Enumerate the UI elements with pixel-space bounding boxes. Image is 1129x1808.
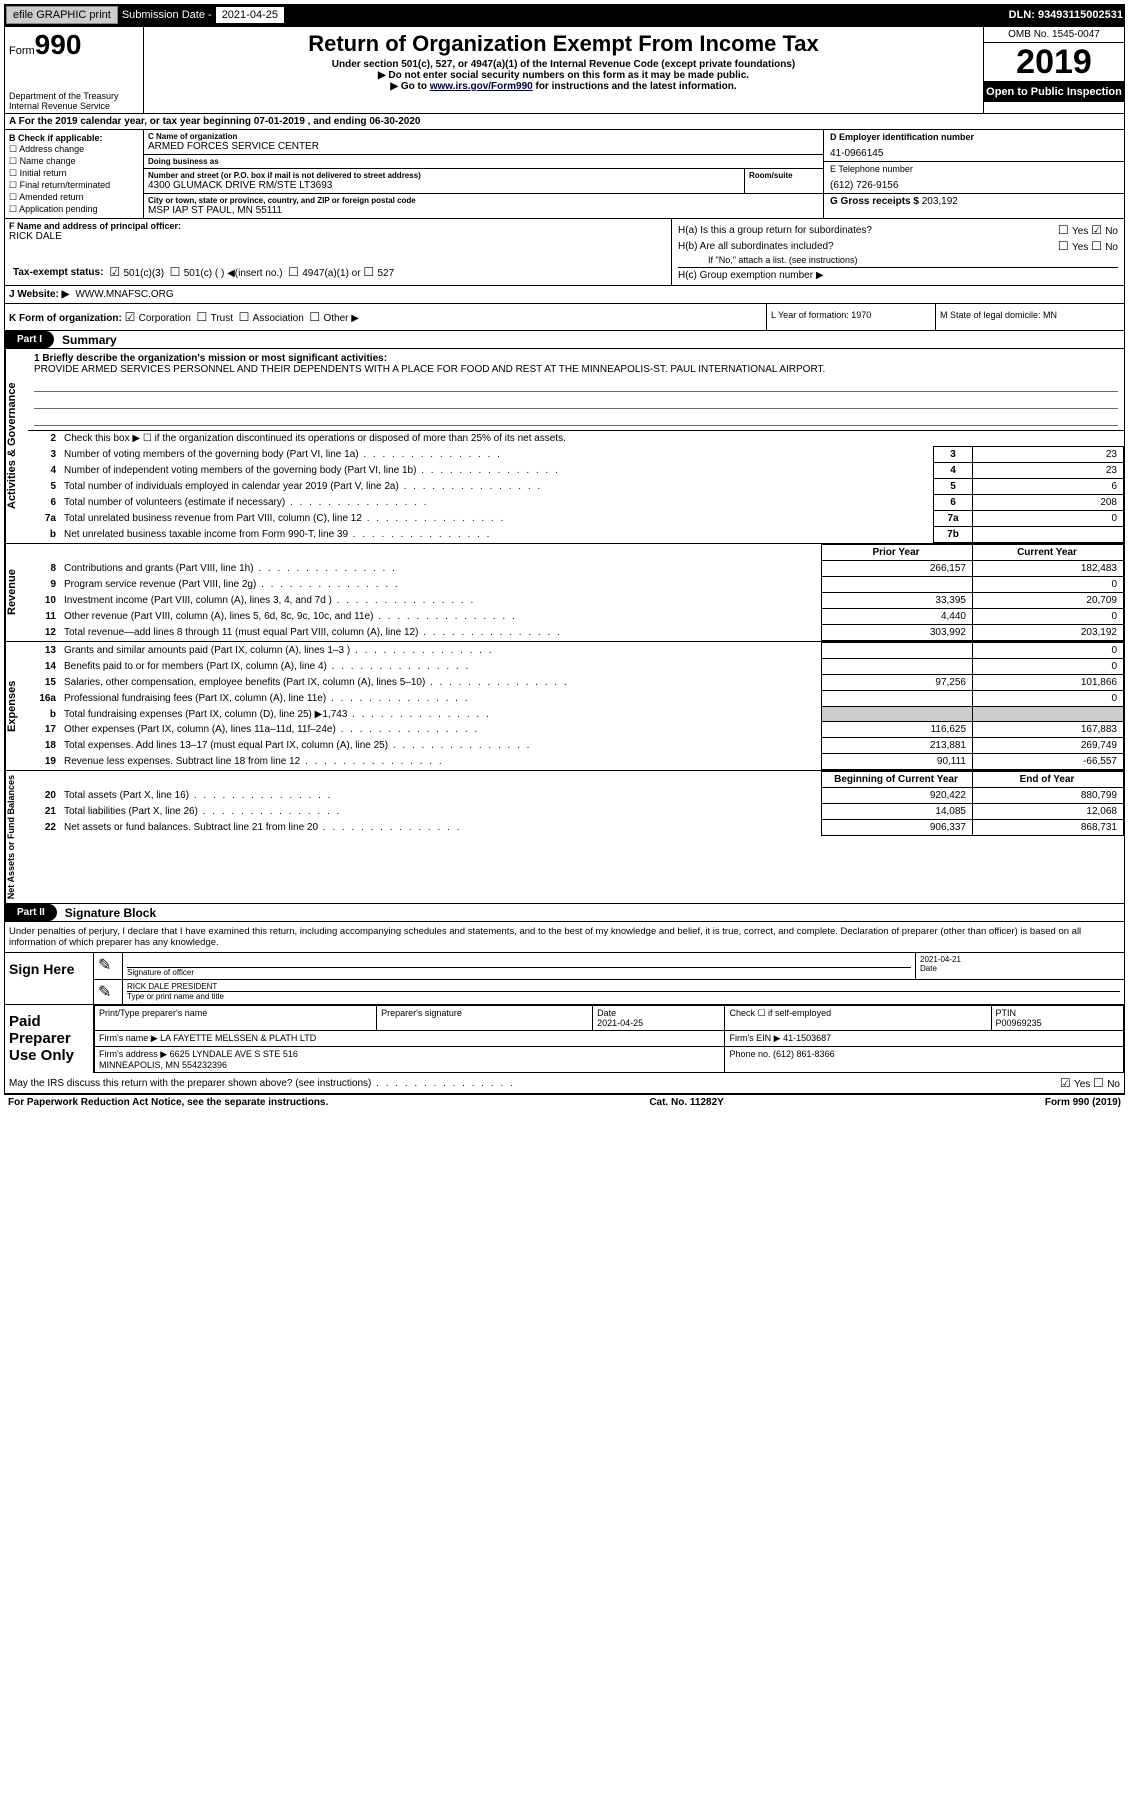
ein-label: D Employer identification number <box>830 132 1118 142</box>
hb-yes[interactable]: Yes <box>1058 242 1088 253</box>
check-amended[interactable]: Amended return <box>9 192 139 203</box>
check-501c3[interactable]: 501(c)(3) <box>109 265 164 279</box>
check-assoc[interactable]: Association <box>239 313 304 324</box>
tax-exempt-label: Tax-exempt status: <box>13 267 103 278</box>
hc-label: H(c) Group exemption number ▶ <box>678 270 824 281</box>
instruction-1: Do not enter social security numbers on … <box>146 70 981 81</box>
check-trust[interactable]: Trust <box>196 313 233 324</box>
dba-label: Doing business as <box>148 157 819 166</box>
org-name-label: C Name of organization <box>148 132 819 141</box>
state-domicile: M State of legal domicile: MN <box>936 304 1124 330</box>
part1-tag: Part I <box>5 331 54 348</box>
paid-preparer-label: Paid Preparer Use Only <box>5 1005 93 1073</box>
city-value: MSP IAP ST PAUL, MN 55111 <box>148 205 819 216</box>
discuss-no[interactable]: No <box>1093 1079 1120 1090</box>
check-pending[interactable]: Application pending <box>9 204 139 215</box>
open-public-badge: Open to Public Inspection <box>984 82 1124 102</box>
phone-label: E Telephone number <box>830 164 1118 174</box>
hb-label: H(b) Are all subordinates included? <box>678 241 1058 252</box>
org-name: ARMED FORCES SERVICE CENTER <box>148 141 819 152</box>
revenue-table: Prior YearCurrent Year 8Contributions an… <box>28 544 1124 641</box>
addr-label: Number and street (or P.O. box if mail i… <box>148 171 740 180</box>
year-formation: L Year of formation: 1970 <box>767 304 936 330</box>
activities-table: 2Check this box ▶ ☐ if the organization … <box>28 431 1124 543</box>
phone-value: (612) 726-9156 <box>830 180 1118 191</box>
tax-year: 2019 <box>984 43 1124 82</box>
website-value: WWW.MNAFSC.ORG <box>75 289 173 300</box>
sign-here-label: Sign Here <box>5 953 93 1004</box>
dln-number: DLN: 93493115002531 <box>1009 9 1123 21</box>
page-title: Return of Organization Exempt From Incom… <box>146 31 981 57</box>
addr-value: 4300 GLUMACK DRIVE RM/STE LT3693 <box>148 180 740 191</box>
submission-label: Submission Date - <box>122 9 212 21</box>
form-org-label: K Form of organization: <box>9 313 122 324</box>
line1-label: 1 Briefly describe the organization's mi… <box>34 353 387 364</box>
check-527[interactable]: 527 <box>363 265 394 279</box>
type-print-label: Type or print name and title <box>127 992 1120 1001</box>
check-other[interactable]: Other ▶ <box>309 313 359 324</box>
part1-title: Summary <box>62 333 117 347</box>
top-bar: efile GRAPHIC print Submission Date - 20… <box>4 4 1125 26</box>
footer-left: For Paperwork Reduction Act Notice, see … <box>8 1097 328 1108</box>
check-501c[interactable]: 501(c) ( ) ◀(insert no.) <box>170 265 283 279</box>
sig-date-label: Date <box>920 964 1120 973</box>
discuss-label: May the IRS discuss this return with the… <box>9 1078 515 1089</box>
submission-date: 2021-04-25 <box>216 7 284 23</box>
dept-label: Department of the Treasury Internal Reve… <box>9 91 139 111</box>
check-4947[interactable]: 4947(a)(1) or <box>288 265 360 279</box>
mission-text: PROVIDE ARMED SERVICES PERSONNEL AND THE… <box>34 364 1118 375</box>
part2-title: Signature Block <box>65 906 156 920</box>
col-b-checkboxes: B Check if applicable: Address change Na… <box>5 130 144 218</box>
room-label: Room/suite <box>749 171 819 180</box>
activities-label: Activities & Governance <box>5 349 28 543</box>
sig-date: 2021-04-21 <box>920 955 1120 964</box>
form-label: Form990 <box>9 29 139 61</box>
omb-number: OMB No. 1545-0047 <box>984 27 1124 43</box>
ha-no[interactable]: No <box>1091 226 1118 237</box>
gross-value: 203,192 <box>922 196 958 207</box>
form-container: Form990 Department of the Treasury Inter… <box>4 26 1125 1094</box>
check-initial-return[interactable]: Initial return <box>9 168 139 179</box>
revenue-label: Revenue <box>5 544 28 641</box>
officer-name: RICK DALE <box>9 231 667 242</box>
instruction-2: Go to www.irs.gov/Form990 for instructio… <box>146 81 981 92</box>
page-footer: For Paperwork Reduction Act Notice, see … <box>4 1094 1125 1110</box>
check-corp[interactable]: Corporation <box>125 313 191 324</box>
expenses-table: 13Grants and similar amounts paid (Part … <box>28 642 1124 770</box>
ein-value: 41-0966145 <box>830 148 1118 159</box>
penalty-text: Under penalties of perjury, I declare th… <box>5 922 1124 952</box>
efile-button[interactable]: efile GRAPHIC print <box>6 6 118 24</box>
sig-officer-label: Signature of officer <box>127 968 911 977</box>
discuss-yes[interactable]: Yes <box>1060 1079 1090 1090</box>
check-name-change[interactable]: Name change <box>9 156 139 167</box>
subtitle: Under section 501(c), 527, or 4947(a)(1)… <box>146 59 981 70</box>
netassets-label: Net Assets or Fund Balances <box>5 771 28 903</box>
website-label: J Website: ▶ <box>9 289 69 300</box>
ha-label: H(a) Is this a group return for subordin… <box>678 225 1058 236</box>
officer-name-title: RICK DALE PRESIDENT <box>127 982 1120 992</box>
check-final-return[interactable]: Final return/terminated <box>9 180 139 191</box>
ha-yes[interactable]: Yes <box>1058 226 1088 237</box>
city-label: City or town, state or province, country… <box>148 196 819 205</box>
irs-link[interactable]: www.irs.gov/Form990 <box>430 81 533 92</box>
hb-note: If "No," attach a list. (see instruction… <box>678 255 1118 265</box>
footer-mid: Cat. No. 11282Y <box>649 1097 723 1108</box>
row-a-period: A For the 2019 calendar year, or tax yea… <box>5 114 1124 130</box>
netassets-table: Beginning of Current YearEnd of Year 20T… <box>28 771 1124 836</box>
check-address-change[interactable]: Address change <box>9 144 139 155</box>
expenses-label: Expenses <box>5 642 28 770</box>
footer-right: Form 990 (2019) <box>1045 1097 1121 1108</box>
part2-tag: Part II <box>5 904 57 921</box>
officer-label: F Name and address of principal officer: <box>9 221 667 231</box>
hb-no[interactable]: No <box>1091 242 1118 253</box>
paid-preparer-table: Print/Type preparer's name Preparer's si… <box>94 1005 1124 1073</box>
gross-label: G Gross receipts $ <box>830 196 922 207</box>
